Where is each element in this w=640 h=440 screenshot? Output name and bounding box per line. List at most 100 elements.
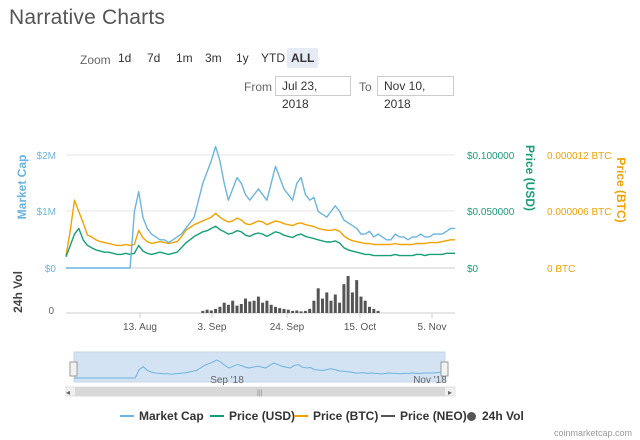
volume-bar — [303, 310, 307, 313]
volume-bar — [368, 306, 371, 313]
series-line-price-btc — [65, 199, 455, 256]
navigator[interactable]: Sep '18 Nov '18 ◂ ▸ ||| — [65, 351, 456, 397]
left-tick-label: $2M — [37, 151, 56, 162]
legend-item-price-btc[interactable]: Price (BTC) — [294, 409, 378, 423]
legend-item-price-neo[interactable]: Price (NEO) — [381, 409, 467, 423]
volume-bar — [248, 301, 252, 313]
volume-bar — [239, 304, 243, 313]
axis-text: $2M $1M $0 $0.100000 $0.050000 $0 0.000012 BTC… — [11, 145, 628, 333]
volume-bar — [363, 300, 367, 313]
volume-bar — [299, 311, 303, 313]
zoom-button-1m[interactable]: 1m — [176, 51, 193, 65]
legend-item-market-cap[interactable]: Market Cap — [120, 409, 204, 423]
zoom-button-all[interactable]: ALL — [287, 48, 319, 68]
x-tick-label: 5. Nov — [418, 322, 447, 333]
zoom-label: Zoom — [80, 53, 111, 67]
volume-bar — [235, 305, 239, 313]
volume-bars — [66, 276, 455, 314]
volume-bar — [350, 292, 354, 313]
scrollbar-thumb[interactable] — [75, 387, 445, 396]
scrollbar-grip-icon: ||| — [257, 390, 263, 397]
legend-line-icon — [381, 415, 395, 417]
volume-bar — [244, 298, 247, 313]
navigator-handle[interactable] — [69, 361, 78, 377]
btc-tick-label: 0.000006 BTC — [547, 207, 612, 218]
volume-bar — [218, 306, 222, 313]
volume-bar — [222, 302, 226, 313]
volume-bar — [338, 302, 342, 313]
volume-bar — [261, 302, 265, 313]
grid-lines — [66, 154, 455, 269]
volume-bar — [316, 288, 320, 313]
volume-tick-label: 0 — [48, 306, 54, 317]
zoom-button-1d[interactable]: 1d — [118, 51, 132, 65]
legend-item-24h-vol[interactable]: 24h Vol — [467, 409, 524, 423]
volume-bar — [355, 280, 359, 313]
volume-bar — [205, 309, 209, 313]
volume-bar — [291, 310, 295, 313]
navigator-series-line — [74, 359, 445, 379]
legend-label: Price (BTC) — [313, 409, 379, 423]
volume-bar — [312, 300, 316, 313]
legend-dot-icon — [467, 412, 476, 421]
volume-bar — [286, 309, 290, 313]
legend-line-icon — [210, 415, 224, 417]
btc-tick-label: 0 BTC — [547, 264, 575, 275]
navigator-handle[interactable] — [440, 361, 449, 377]
volume-bar — [308, 308, 312, 313]
to-date-input[interactable]: Nov 10, 2018 — [377, 76, 454, 111]
zoom-button-1y[interactable]: 1y — [236, 51, 249, 65]
volume-bar — [201, 310, 205, 313]
volume-bar — [282, 308, 286, 313]
volume-bar — [329, 300, 333, 313]
volume-bar — [274, 306, 277, 313]
page-title: Narrative Charts — [9, 6, 166, 29]
zoom-button-3m[interactable]: 3m — [205, 51, 222, 65]
volume-bar — [359, 296, 363, 313]
legend-item-price-usd[interactable]: Price (USD) — [210, 409, 295, 423]
volume-bar — [372, 308, 376, 313]
legend-line-icon — [120, 415, 134, 417]
left-tick-label: $0 — [45, 264, 57, 275]
legend-label: Market Cap — [139, 409, 204, 423]
volume-bar — [226, 304, 230, 313]
scroll-right-arrow-icon[interactable]: ▸ — [448, 388, 452, 397]
volume-bar — [325, 292, 329, 313]
navigator-label: Sep '18 — [210, 375, 244, 386]
volume-bar — [278, 308, 282, 313]
volume-bar — [376, 310, 380, 313]
left-axis-title: Market Cap — [15, 155, 29, 220]
x-tick-label: 13. Aug — [123, 322, 157, 333]
volume-bar — [269, 304, 273, 313]
volume-axis-title: 24h Vol — [11, 271, 25, 313]
x-tick-label: 15. Oct — [344, 322, 376, 333]
usd-tick-label: $0 — [467, 264, 479, 275]
series-line-price-usd — [65, 225, 455, 257]
volume-bar — [265, 300, 269, 313]
x-tick-label: 3. Sep — [198, 322, 227, 333]
usd-axis-title: Price (USD) — [523, 145, 537, 211]
x-tick-label: 24. Sep — [270, 322, 305, 333]
scroll-left-arrow-icon[interactable]: ◂ — [66, 388, 70, 397]
left-tick-label: $1M — [37, 207, 56, 218]
volume-bar — [214, 308, 218, 313]
from-label: From — [244, 80, 272, 94]
volume-bar — [256, 296, 260, 313]
zoom-button-7d[interactable]: 7d — [147, 51, 161, 65]
legend-label: Price (NEO) — [400, 409, 467, 423]
navigator-label: Nov '18 — [413, 375, 447, 386]
volume-bar — [209, 310, 213, 313]
legend-label: Price (USD) — [229, 409, 296, 423]
usd-tick-label: $0.050000 — [467, 207, 515, 218]
series-lines — [65, 145, 455, 269]
volume-bar — [252, 300, 256, 313]
credit-text: coinmarketcap.com — [553, 428, 632, 438]
volume-bar — [231, 300, 235, 313]
zoom-button-ytd[interactable]: YTD — [261, 51, 285, 65]
btc-axis-title: Price (BTC) — [614, 157, 628, 222]
usd-tick-label: $0.100000 — [467, 151, 515, 162]
legend-label: 24h Vol — [482, 409, 524, 423]
volume-bar — [295, 310, 299, 313]
from-date-input[interactable]: Jul 23, 2018 — [275, 76, 351, 111]
